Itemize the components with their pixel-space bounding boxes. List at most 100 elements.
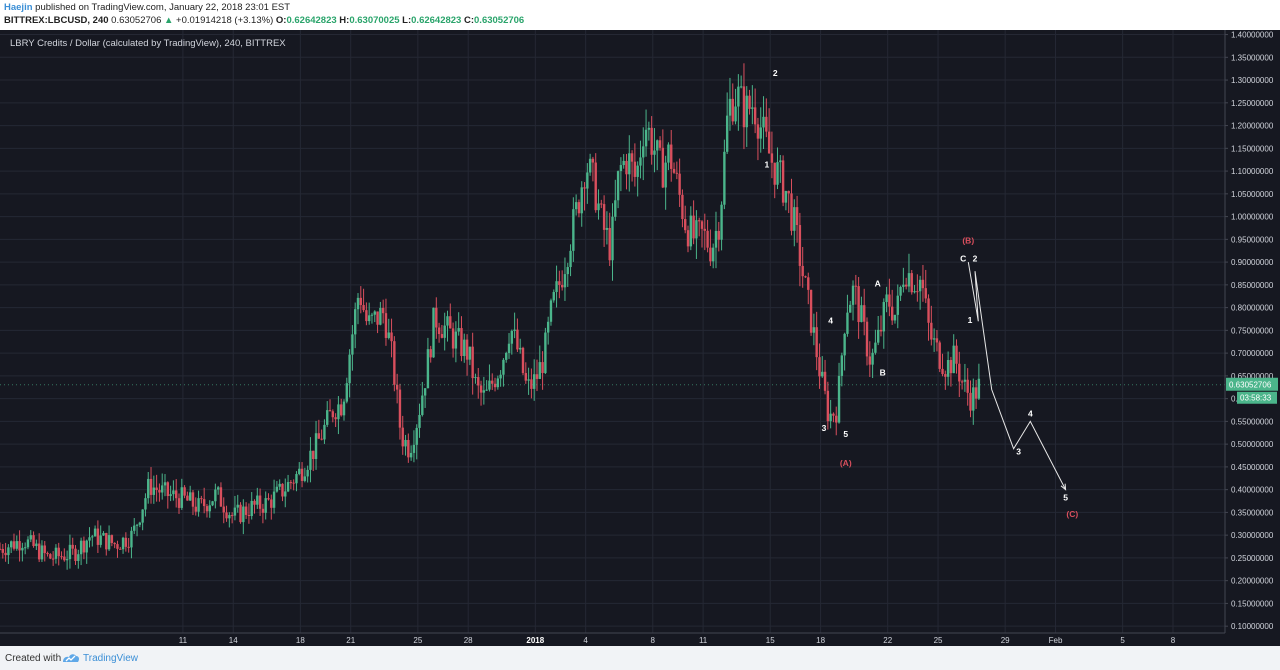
publish-line: Haejin published on TradingView.com, Jan… [4,2,290,13]
candle-body [555,281,558,293]
candle-body [390,332,393,342]
y-tick-label: 0.75000000 [1231,326,1274,335]
candle-body [180,487,183,508]
candle-body [829,413,832,422]
projection-arrowhead [1060,483,1067,491]
candle-body [275,486,279,492]
candle-body [837,375,841,423]
candle-body [376,311,379,325]
y-axis-panel[interactable] [1225,30,1280,646]
candle-body [851,285,855,305]
candle-body [574,202,578,210]
candle-body [309,450,312,470]
candle-body [938,342,941,369]
candle-body [264,498,267,513]
x-tick-label: 29 [1001,636,1010,645]
wave-label: 5 [843,429,848,439]
candle-body [477,377,480,386]
candle-body [863,305,866,322]
y-tick-label: 0.85000000 [1231,281,1274,290]
candle-body [535,374,539,379]
candle-body [896,295,899,315]
candle-body [644,129,648,147]
candle-body [885,294,888,303]
candle-body [572,209,575,251]
candle-body [614,200,617,217]
candle-body [340,404,343,416]
candle-body [110,535,114,543]
candle-body [37,543,41,560]
candle-body [910,273,913,293]
candle-body [888,294,891,307]
candle-body [4,552,7,556]
candle-body [681,194,684,220]
candle-body [532,374,536,389]
candle-body [328,410,332,412]
candle-body [317,433,321,439]
candle-body [370,314,374,316]
candle-body [219,487,223,507]
candle-body [261,508,265,513]
chart-area[interactable]: 1 2 3 4 5 (A) A B C (B) 2 1 4 3 5 (C) 1.40000000 1.35000… [0,30,1280,646]
x-tick-label: 8 [651,636,656,645]
y-tick-label: 0.95000000 [1231,235,1274,244]
projection-path [967,262,1067,490]
candle-body [583,187,586,189]
candle-body [365,310,368,322]
candle-body [320,438,323,440]
candle-body [944,374,947,377]
candle-body [432,307,435,358]
tradingview-link[interactable]: TradingView [83,653,139,664]
candle-body [77,554,80,561]
candle-body [197,498,200,512]
candle-body [871,352,874,365]
candle-body [521,347,525,374]
candle-body [949,360,953,374]
candle-body [493,383,497,388]
candle-body [753,107,757,125]
candle-body [563,274,567,288]
candle-body [524,373,527,381]
candle-body [974,387,978,399]
candle-body [15,541,18,549]
candle-body [790,193,793,231]
candle-body [384,313,388,338]
candle-body [306,469,309,477]
author-link[interactable]: Haejin [4,2,33,13]
y-tick-label: 0.90000000 [1231,258,1274,267]
high-value: 0.63070025 [349,15,400,26]
candle-body [404,439,407,447]
candle-body [963,379,967,382]
candle-body [177,498,181,508]
candle-body [256,495,259,505]
candle-body [211,501,214,506]
y-tick-label: 0.20000000 [1231,577,1274,586]
candle-body [51,558,55,560]
candle-body [239,504,242,523]
y-tick-label: 1.05000000 [1231,190,1274,199]
candle-body [479,385,483,393]
candle-body [720,204,723,240]
candle-body [102,533,105,536]
tradingview-logo-icon [63,654,80,662]
candle-body [656,140,659,151]
candle-body [843,333,846,356]
candle-body [300,468,304,481]
x-tick-label: 25 [934,636,943,645]
candle-body [558,281,561,285]
candle-body [924,288,927,299]
candle-body [474,377,477,379]
candle-body [163,482,167,486]
candle-body [921,279,925,289]
candle-body [725,115,729,152]
candle-body [667,144,670,163]
candle-body [429,349,432,358]
wave-label: C [960,253,966,263]
candle-body [468,346,472,360]
candle-body [745,95,748,128]
candle-body [538,362,541,379]
candle-body [130,530,133,548]
candle-body [127,546,130,548]
candle-body [465,339,469,360]
